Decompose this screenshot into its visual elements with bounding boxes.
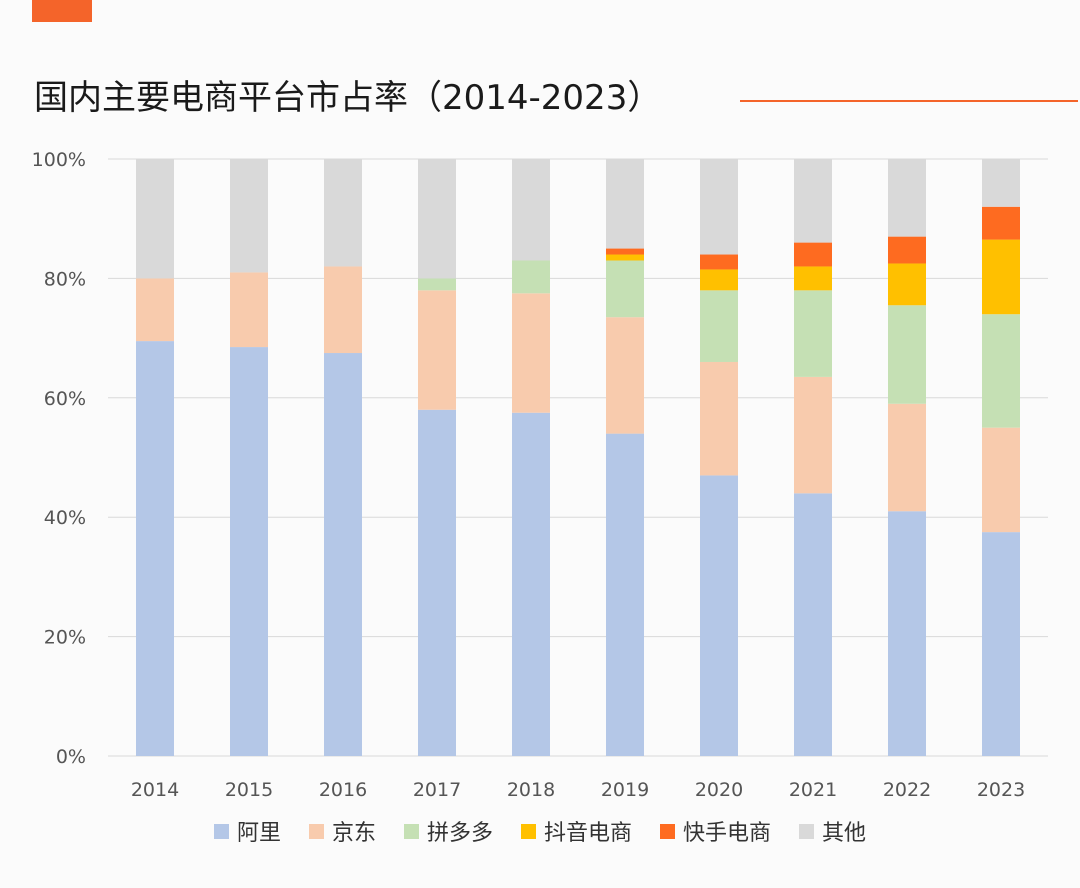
bar-segment-2017-0 — [418, 409, 456, 756]
bar-segment-2022-4 — [888, 236, 926, 264]
legend-swatch — [660, 823, 676, 839]
y-axis-ticks: 0% 20% 40% 60% 80% 100% — [32, 149, 86, 768]
legend-item: 拼多多 — [403, 815, 493, 847]
x-tick-label: 2015 — [225, 779, 273, 801]
legend-swatch — [521, 823, 536, 839]
legend-label: 阿里 — [236, 821, 281, 846]
x-tick-label: 2019 — [601, 779, 649, 801]
bar-segment-2021-4 — [794, 242, 832, 267]
bar-segment-2021-0 — [794, 493, 832, 756]
bar-segment-2016-0 — [324, 353, 362, 756]
bar-segment-2023-3 — [982, 239, 1020, 315]
legend-swatch — [799, 823, 815, 839]
legend-item: 快手电商 — [660, 815, 771, 847]
chart-title: 国内主要电商平台市占率（2014-2023） — [34, 78, 662, 118]
x-tick-label: 2018 — [507, 779, 555, 801]
x-axis-ticks: 2014 2015 2016 2017 2018 2019 2020 2021 2022 2023 — [131, 779, 1025, 801]
bar-segment-2015-5 — [230, 159, 268, 273]
bar-segment-2019-2 — [606, 260, 644, 318]
bar-segment-2020-0 — [700, 475, 738, 756]
y-tick-label: 100% — [32, 149, 86, 171]
bars — [136, 159, 1020, 756]
bar-segment-2016-5 — [324, 159, 362, 267]
bar-segment-2023-2 — [982, 314, 1020, 428]
bar-segment-2022-0 — [888, 511, 926, 756]
bar-segment-2020-1 — [700, 361, 738, 476]
bar-segment-2018-5 — [512, 159, 550, 261]
x-tick-label: 2016 — [319, 779, 367, 801]
bar-segment-2023-5 — [982, 159, 1020, 207]
bar-segment-2017-2 — [418, 278, 456, 291]
bar-segment-2022-5 — [888, 159, 926, 237]
bar-segment-2022-2 — [888, 305, 926, 404]
bar-segment-2014-1 — [136, 278, 174, 342]
legend-swatch — [308, 823, 324, 839]
bar-segment-2017-5 — [418, 159, 456, 279]
x-tick-label: 2021 — [789, 779, 837, 801]
x-tick-label: 2020 — [695, 779, 743, 801]
x-tick-label: 2014 — [131, 779, 179, 801]
bar-segment-2021-2 — [794, 290, 832, 377]
bar-segment-2018-1 — [512, 293, 550, 413]
bar-segment-2020-5 — [700, 159, 738, 255]
bar-segment-2023-0 — [982, 532, 1020, 756]
bar-segment-2019-5 — [606, 159, 644, 249]
legend: 阿里 京东 拼多多 抖音电商 快手电商 其他 — [0, 815, 1080, 847]
bar-segment-2023-1 — [982, 427, 1020, 533]
y-tick-label: 80% — [44, 268, 86, 290]
x-tick-label: 2022 — [883, 779, 931, 801]
bar-segment-2014-5 — [136, 159, 174, 279]
bar-segment-2020-2 — [700, 290, 738, 362]
legend-item: 其他 — [799, 815, 866, 847]
legend-swatch — [213, 823, 229, 839]
legend-label: 快手电商 — [683, 821, 772, 846]
legend-item: 抖音电商 — [521, 815, 632, 847]
bar-segment-2021-3 — [794, 266, 832, 291]
bar-segment-2018-2 — [512, 260, 550, 294]
x-tick-label: 2023 — [977, 779, 1025, 801]
bar-segment-2017-1 — [418, 290, 456, 410]
bar-segment-2019-1 — [606, 317, 644, 434]
x-tick-label: 2017 — [413, 779, 461, 801]
bar-segment-2016-1 — [324, 266, 362, 354]
legend-item: 阿里 — [213, 815, 281, 847]
bar-segment-2014-0 — [136, 341, 174, 756]
bar-segment-2019-4 — [606, 248, 644, 255]
bar-segment-2018-0 — [512, 412, 550, 756]
bar-segment-2019-0 — [606, 433, 644, 756]
bar-segment-2020-3 — [700, 269, 738, 291]
bar-segment-2022-1 — [888, 403, 926, 512]
legend-label: 抖音电商 — [544, 821, 633, 846]
bar-segment-2022-3 — [888, 263, 926, 306]
bar-segment-2023-4 — [982, 206, 1020, 240]
bar-segment-2015-0 — [230, 347, 268, 756]
legend-item: 京东 — [308, 815, 376, 847]
accent-block — [32, 0, 92, 22]
legend-label: 其他 — [822, 821, 867, 846]
legend-swatch — [403, 823, 419, 839]
legend-label: 京东 — [331, 821, 376, 846]
y-tick-label: 20% — [44, 627, 86, 649]
y-tick-label: 0% — [56, 746, 86, 768]
bar-segment-2020-4 — [700, 254, 738, 270]
bar-segment-2021-5 — [794, 159, 832, 243]
bar-segment-2021-1 — [794, 376, 832, 494]
y-tick-label: 40% — [44, 507, 86, 529]
y-tick-label: 60% — [44, 388, 86, 410]
bar-segment-2015-1 — [230, 272, 268, 348]
title-underline — [740, 100, 1078, 102]
bar-segment-2019-3 — [606, 254, 644, 261]
legend-label: 拼多多 — [426, 821, 493, 846]
